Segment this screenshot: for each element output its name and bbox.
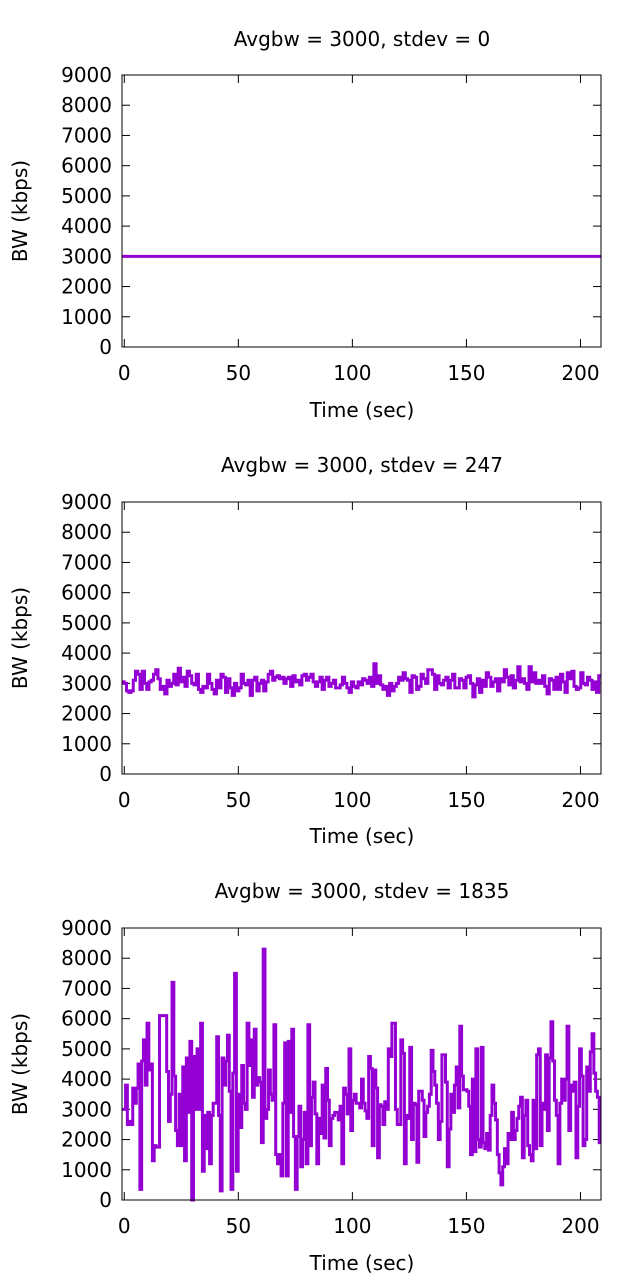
- chart-title: Avgbw = 3000, stdev = 1835: [215, 879, 510, 903]
- y-axis-label: BW (kbps): [8, 587, 32, 689]
- y-tick-label: 2000: [61, 275, 112, 299]
- x-tick-label: 150: [447, 361, 485, 385]
- x-tick-label: 150: [447, 788, 485, 812]
- y-tick-label: 4000: [61, 1067, 112, 1091]
- y-tick-label: 3000: [61, 244, 112, 268]
- y-tick-label: 1000: [61, 732, 112, 756]
- plot-frame: [121, 927, 602, 1201]
- plot-frame: [121, 74, 602, 348]
- x-tick-label: 50: [226, 1214, 251, 1238]
- y-axis-label: BW (kbps): [8, 160, 32, 262]
- y-tick-label: 5000: [61, 184, 112, 208]
- y-tick-label: 0: [99, 335, 112, 359]
- x-tick-label: 100: [333, 1214, 371, 1238]
- y-tick-label: 5000: [61, 1037, 112, 1061]
- y-tick-label: 6000: [61, 1007, 112, 1031]
- series-line: [122, 662, 601, 699]
- x-tick-label: 200: [561, 361, 599, 385]
- x-tick-label: 50: [226, 788, 251, 812]
- y-tick-label: 2000: [61, 702, 112, 726]
- y-tick-label: 1000: [61, 305, 112, 329]
- x-tick-label: 200: [561, 1214, 599, 1238]
- y-tick-label: 9000: [61, 916, 112, 940]
- y-tick-label: 2000: [61, 1128, 112, 1152]
- chart-1: Avgbw = 3000, stdev = 0 BW (kbps) Time (…: [8, 27, 602, 422]
- x-axis-label: Time (sec): [309, 1251, 415, 1275]
- y-tick-label: 8000: [61, 520, 112, 544]
- chart-title: Avgbw = 3000, stdev = 247: [221, 453, 503, 477]
- y-tick-label: 8000: [61, 946, 112, 970]
- series-line: [122, 947, 601, 1202]
- y-tick-label: 8000: [61, 93, 112, 117]
- y-tick-label: 7000: [61, 123, 112, 147]
- y-tick-label: 7000: [61, 550, 112, 574]
- y-tick-label: 7000: [61, 976, 112, 1000]
- x-tick-label: 0: [118, 361, 131, 385]
- y-tick-label: 4000: [61, 214, 112, 238]
- y-tick-label: 6000: [61, 154, 112, 178]
- y-tick-label: 4000: [61, 641, 112, 665]
- y-tick-label: 5000: [61, 611, 112, 635]
- x-tick-label: 0: [118, 1214, 131, 1238]
- y-tick-label: 3000: [61, 1097, 112, 1121]
- x-tick-label: 100: [333, 361, 371, 385]
- chart-3: Avgbw = 3000, stdev = 1835 BW (kbps) Tim…: [8, 879, 602, 1275]
- x-tick-label: 0: [118, 788, 131, 812]
- y-axis-label: BW (kbps): [8, 1013, 32, 1115]
- chart-2: Avgbw = 3000, stdev = 247 BW (kbps) Time…: [8, 453, 602, 848]
- chart-title: Avgbw = 3000, stdev = 0: [234, 27, 490, 51]
- y-tick-label: 9000: [61, 490, 112, 514]
- x-tick-label: 100: [333, 788, 371, 812]
- x-tick-label: 150: [447, 1214, 485, 1238]
- x-tick-label: 200: [561, 788, 599, 812]
- y-tick-label: 0: [99, 762, 112, 786]
- x-axis-label: Time (sec): [309, 398, 415, 422]
- y-tick-label: 9000: [61, 63, 112, 87]
- y-tick-label: 3000: [61, 671, 112, 695]
- plot-frame: [121, 501, 602, 775]
- x-tick-label: 50: [226, 361, 251, 385]
- y-tick-label: 1000: [61, 1158, 112, 1182]
- y-tick-label: 0: [99, 1188, 112, 1212]
- x-axis-label: Time (sec): [309, 824, 415, 848]
- y-tick-label: 6000: [61, 581, 112, 605]
